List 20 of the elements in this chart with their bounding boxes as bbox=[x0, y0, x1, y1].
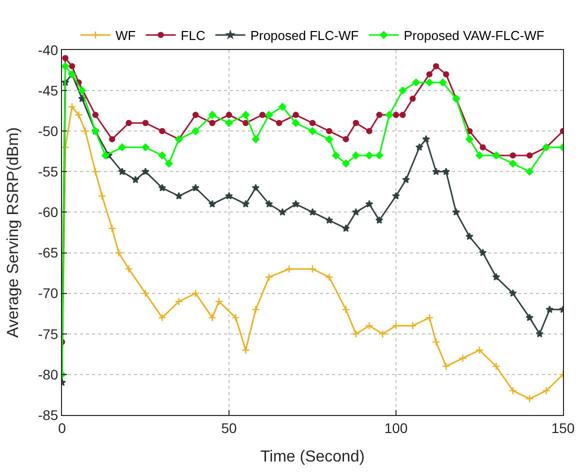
y-tick-label: -40 bbox=[38, 42, 58, 58]
y-tick-label: -70 bbox=[38, 285, 58, 302]
x-tick-label: 150 bbox=[551, 420, 575, 436]
y-tick-label: -60 bbox=[38, 204, 58, 220]
y-tick-label: -45 bbox=[38, 82, 58, 98]
y-tick-label: -50 bbox=[38, 123, 58, 140]
y-tick-label: -55 bbox=[38, 164, 58, 180]
x-tick-label: 50 bbox=[221, 420, 237, 436]
y-tick-label: -80 bbox=[38, 366, 58, 382]
y-tick-label: -75 bbox=[38, 326, 58, 342]
x-tick-label: 0 bbox=[58, 420, 66, 436]
x-axis-title: Time (Second) bbox=[260, 448, 365, 466]
y-tick-label: -65 bbox=[38, 244, 58, 261]
legend-label: Proposed VAW-FLC-WF bbox=[404, 28, 544, 44]
legend-label: Proposed FLC-WF bbox=[250, 28, 359, 44]
y-tick-label: -85 bbox=[38, 406, 58, 423]
legend-label: WF bbox=[116, 28, 136, 44]
y-axis-title: Average Serving RSRP(dBm) bbox=[4, 127, 22, 338]
x-tick-label: 100 bbox=[384, 420, 408, 436]
legend-label: FLC bbox=[180, 28, 206, 44]
